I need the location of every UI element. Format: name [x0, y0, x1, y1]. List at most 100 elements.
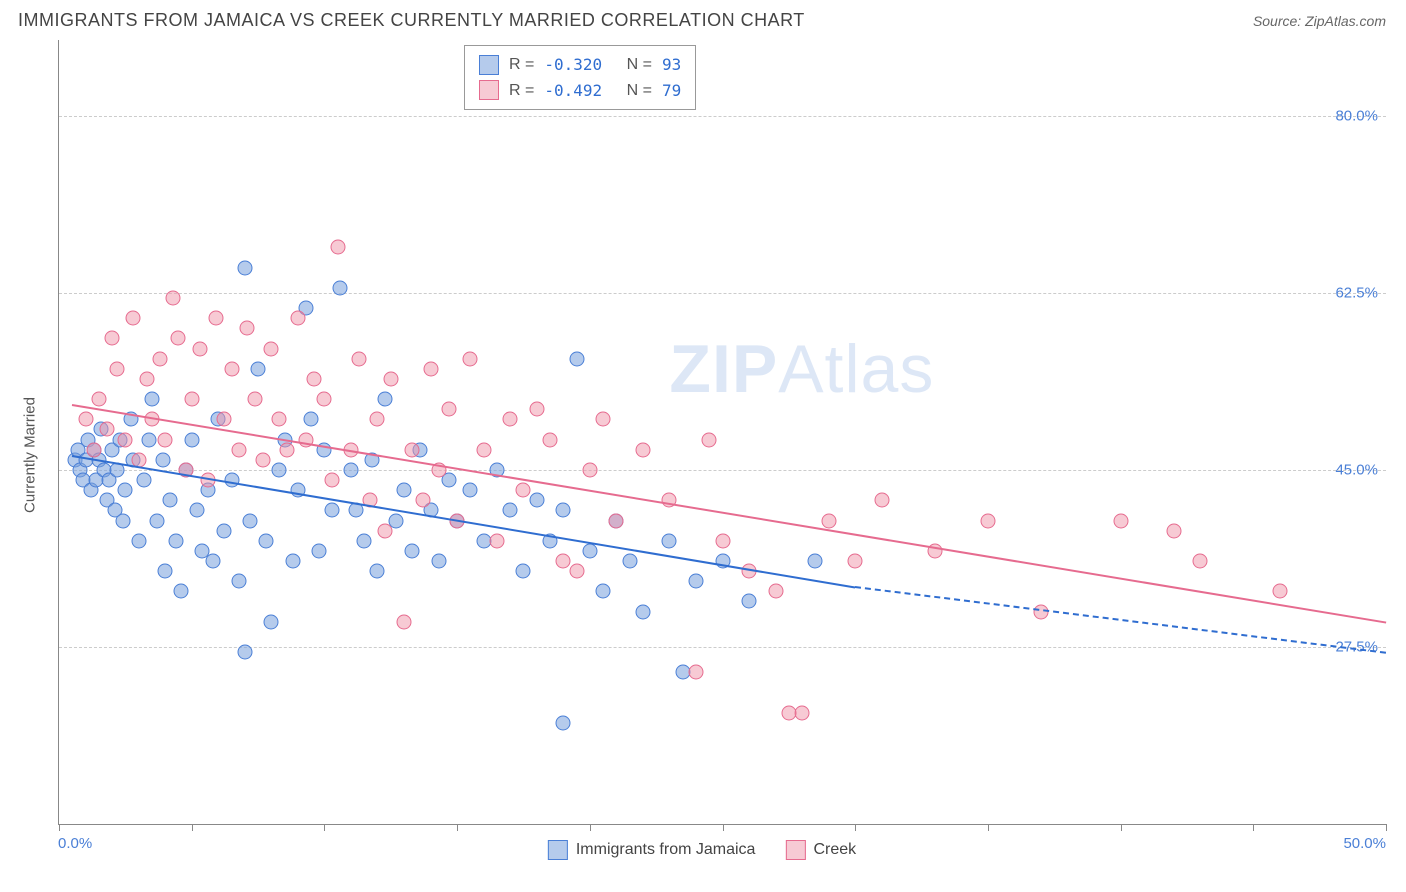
y-tick-label: 80.0% [1335, 107, 1378, 124]
data-point-pink [91, 392, 106, 407]
data-point-blue [312, 543, 327, 558]
legend-label-pink: Creek [813, 841, 856, 859]
data-point-pink [166, 290, 181, 305]
data-point-blue [304, 412, 319, 427]
data-point-pink [848, 553, 863, 568]
trend-line [855, 586, 1386, 654]
data-point-pink [208, 311, 223, 326]
y-tick-label: 62.5% [1335, 284, 1378, 301]
data-point-pink [330, 240, 345, 255]
y-tick-label: 45.0% [1335, 461, 1378, 478]
data-point-pink [139, 371, 154, 386]
data-point-blue [163, 493, 178, 508]
plot-box: ZIPAtlas R = -0.320 N = 93 R = -0.492 N … [58, 40, 1386, 825]
data-point-blue [688, 574, 703, 589]
data-point-pink [415, 493, 430, 508]
data-point-blue [556, 715, 571, 730]
chart-area: Currently Married ZIPAtlas R = -0.320 N … [18, 40, 1386, 870]
data-point-pink [516, 483, 531, 498]
data-point-blue [243, 513, 258, 528]
data-point-pink [370, 412, 385, 427]
data-point-pink [463, 351, 478, 366]
data-point-pink [317, 392, 332, 407]
data-point-pink [118, 432, 133, 447]
stats-row-pink: R = -0.492 N = 79 [479, 78, 681, 104]
data-point-pink [105, 331, 120, 346]
data-point-pink [1113, 513, 1128, 528]
trend-line [72, 455, 855, 588]
swatch-pink-icon [479, 80, 499, 100]
data-point-blue [808, 553, 823, 568]
stats-box: R = -0.320 N = 93 R = -0.492 N = 79 [464, 45, 696, 110]
data-point-blue [144, 392, 159, 407]
data-point-pink [280, 442, 295, 457]
data-point-blue [333, 280, 348, 295]
x-tick [1121, 824, 1122, 831]
data-point-pink [821, 513, 836, 528]
data-point-blue [118, 483, 133, 498]
data-point-pink [596, 412, 611, 427]
data-point-pink [110, 361, 125, 376]
data-point-pink [569, 564, 584, 579]
data-point-pink [325, 473, 340, 488]
legend-swatch-pink-icon [785, 840, 805, 860]
data-point-blue [205, 553, 220, 568]
data-point-blue [357, 533, 372, 548]
data-point-blue [184, 432, 199, 447]
data-point-blue [529, 493, 544, 508]
gridline [59, 293, 1386, 294]
data-point-blue [168, 533, 183, 548]
x-tick [855, 824, 856, 831]
data-point-pink [582, 462, 597, 477]
data-point-blue [662, 533, 677, 548]
data-point-pink [86, 442, 101, 457]
stats-row-blue: R = -0.320 N = 93 [479, 52, 681, 78]
chart-title: IMMIGRANTS FROM JAMAICA VS CREEK CURRENT… [18, 10, 805, 31]
data-point-blue [285, 553, 300, 568]
x-tick [988, 824, 989, 831]
x-tick [1386, 824, 1387, 831]
data-point-pink [1166, 523, 1181, 538]
data-point-pink [1272, 584, 1287, 599]
x-tick [192, 824, 193, 831]
n-value-pink: 79 [662, 78, 681, 104]
data-point-pink [702, 432, 717, 447]
data-point-pink [383, 371, 398, 386]
data-point-blue [216, 523, 231, 538]
data-point-blue [136, 473, 151, 488]
data-point-pink [423, 361, 438, 376]
data-point-pink [378, 523, 393, 538]
data-point-pink [688, 665, 703, 680]
data-point-blue [556, 503, 571, 518]
data-point-blue [142, 432, 157, 447]
data-point-pink [476, 442, 491, 457]
data-point-pink [715, 533, 730, 548]
source-attribution: Source: ZipAtlas.com [1253, 13, 1386, 29]
data-point-pink [874, 493, 889, 508]
x-tick [723, 824, 724, 831]
data-point-pink [404, 442, 419, 457]
data-point-pink [126, 311, 141, 326]
data-point-blue [237, 645, 252, 660]
data-point-blue [582, 543, 597, 558]
data-point-pink [306, 371, 321, 386]
data-point-blue [174, 584, 189, 599]
r-value-blue: -0.320 [544, 52, 602, 78]
n-value-blue: 93 [662, 52, 681, 78]
data-point-pink [980, 513, 995, 528]
data-point-pink [216, 412, 231, 427]
data-point-pink [99, 422, 114, 437]
watermark: ZIPAtlas [669, 330, 934, 408]
r-value-pink: -0.492 [544, 78, 602, 104]
data-point-blue [378, 392, 393, 407]
data-point-pink [184, 392, 199, 407]
swatch-blue-icon [479, 55, 499, 75]
data-point-pink [1193, 553, 1208, 568]
data-point-pink [503, 412, 518, 427]
data-point-pink [264, 341, 279, 356]
data-point-pink [351, 351, 366, 366]
source-name: ZipAtlas.com [1305, 13, 1386, 29]
r-label: R = [509, 52, 534, 78]
y-axis-title: Currently Married [22, 397, 39, 513]
trend-line [72, 404, 1386, 623]
